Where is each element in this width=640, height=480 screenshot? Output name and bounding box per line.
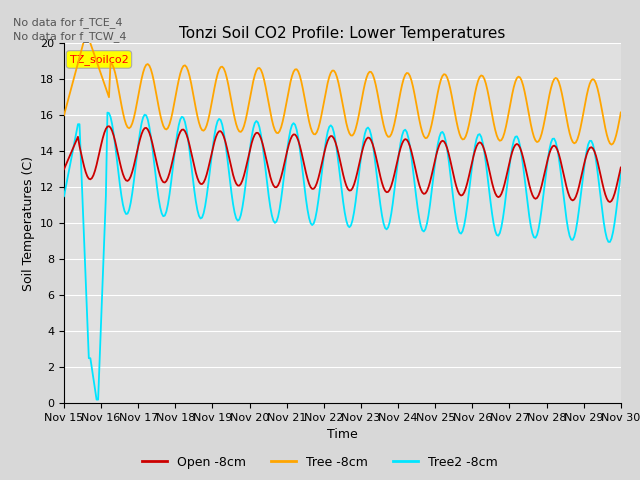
Legend: Open -8cm, Tree -8cm, Tree2 -8cm: Open -8cm, Tree -8cm, Tree2 -8cm xyxy=(137,451,503,474)
Text: TZ_soilco2: TZ_soilco2 xyxy=(70,54,128,65)
Text: No data for f_TCE_4: No data for f_TCE_4 xyxy=(13,17,122,28)
Text: No data for f_TCW_4: No data for f_TCW_4 xyxy=(13,31,126,42)
X-axis label: Time: Time xyxy=(327,429,358,442)
Title: Tonzi Soil CO2 Profile: Lower Temperatures: Tonzi Soil CO2 Profile: Lower Temperatur… xyxy=(179,25,506,41)
Y-axis label: Soil Temperatures (C): Soil Temperatures (C) xyxy=(22,156,35,291)
